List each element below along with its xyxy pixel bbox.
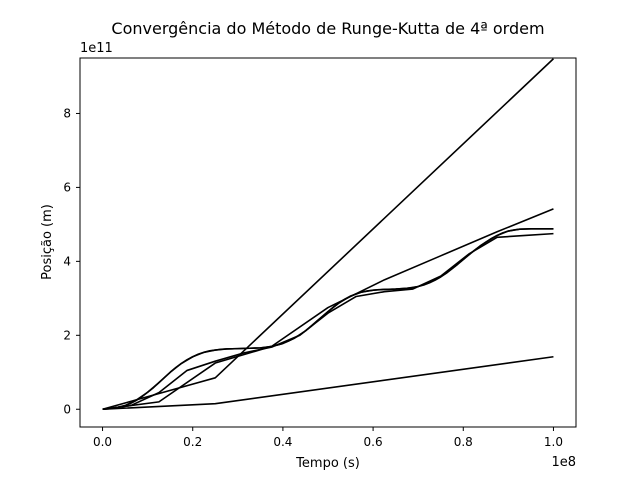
x-tick-label: 1.0: [544, 435, 563, 449]
y-tick-label: 6: [63, 180, 71, 194]
series-line-1: [102, 355, 554, 411]
y-offset-label: 1e11: [80, 41, 113, 56]
x-offset-label: 1e8: [551, 455, 576, 470]
x-tick-label: 0.4: [273, 435, 292, 449]
series-line-6: [102, 228, 554, 411]
y-tick-label: 4: [63, 254, 71, 268]
x-tick-label: 0.2: [183, 435, 202, 449]
plot-frame: [79, 57, 577, 428]
y-tick-label: 2: [63, 328, 71, 342]
series-line-3: [102, 208, 554, 411]
x-tick-label: 0.0: [93, 435, 112, 449]
y-axis-ticks: 0 2 4 6 8: [63, 106, 80, 416]
series-layer: [102, 58, 554, 411]
y-tick-label: 8: [63, 106, 71, 120]
y-tick-label: 0: [63, 402, 71, 416]
x-tick-label: 0.6: [364, 435, 383, 449]
x-tick-label: 0.8: [454, 435, 473, 449]
x-axis-ticks: 0.0 0.2 0.4 0.6 0.8 1.0: [93, 427, 563, 449]
y-axis-label: Posição (m): [40, 204, 55, 280]
x-axis-label: Tempo (s): [295, 456, 360, 471]
chart-title: Convergência do Método de Runge-Kutta de…: [111, 19, 544, 38]
